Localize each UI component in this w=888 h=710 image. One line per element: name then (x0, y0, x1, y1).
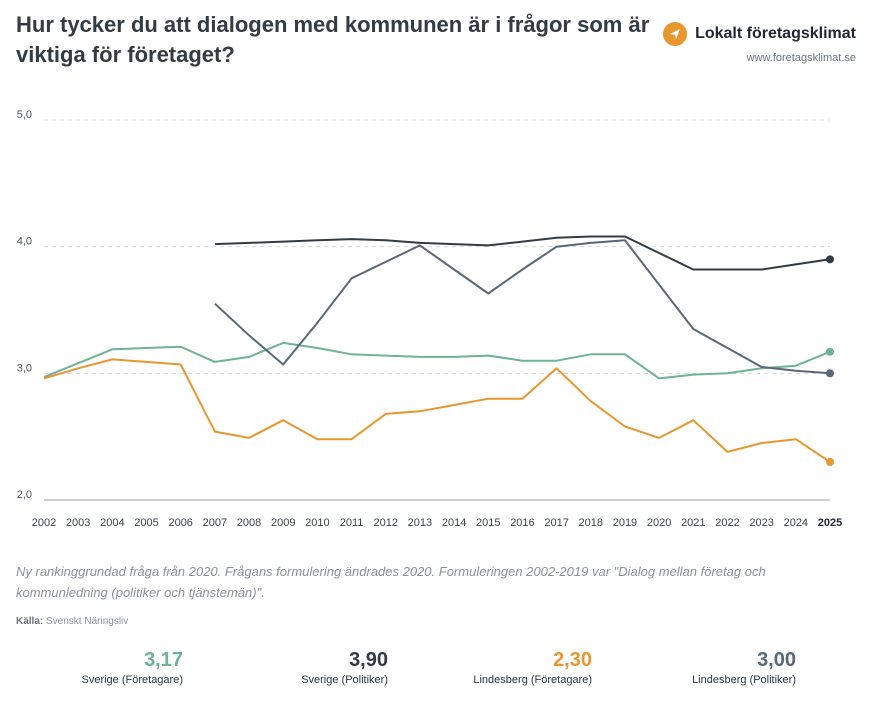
x-tick-label: 2011 (340, 517, 364, 529)
series-line (214, 235, 831, 271)
summary-item-sverige-politiker: 3,90 Sverige (Politiker) (301, 648, 388, 686)
summary-value: 2,30 (553, 649, 592, 671)
x-tick-label: 2023 (749, 517, 773, 529)
x-tick-label: 2009 (271, 517, 295, 529)
series-end-point (826, 255, 834, 264)
x-tick-label: 2025 (818, 517, 842, 529)
x-tick-label: 2012 (373, 517, 397, 529)
series-line (43, 341, 831, 380)
x-tick-label: 2014 (442, 517, 466, 529)
summary-label: Sverige (Företagare) (81, 674, 184, 686)
footnote: Ny rankinggrundad fråga från 2020. Fråga… (16, 564, 766, 600)
source-value: Svenskt Näringsliv (46, 616, 129, 627)
source-label: Källa: (16, 616, 44, 627)
series-end-point (826, 458, 834, 466)
x-tick-label: 2020 (647, 517, 671, 529)
summary-label: Lindesberg (Företagare) (473, 674, 592, 686)
summary-item-lindesberg-politiker: 3,00 Lindesberg (Politiker) (692, 648, 796, 686)
x-tick-label: 2024 (784, 517, 808, 529)
x-tick-label: 2022 (715, 517, 739, 529)
arrow-logo-icon (663, 22, 688, 46)
x-tick-label: 2002 (32, 517, 56, 529)
x-tick-label: 2010 (305, 517, 329, 529)
summary-label: Lindesberg (Politiker) (692, 674, 796, 686)
summary-value: 3,00 (757, 649, 796, 671)
brand-url[interactable]: www.foretagsklimat.se (746, 52, 856, 64)
x-tick-label: 2003 (66, 517, 90, 529)
source: Källa: Svenskt Näringsliv (16, 616, 128, 627)
y-tick-label: 5,0 (17, 109, 32, 121)
line-chart: 5,0 4,0 3,0 2,0 2002 2003 2004 2005 2006 2007 2008… (17, 109, 843, 529)
brand-name: Lokalt företagsklimat (695, 25, 856, 42)
y-tick-label: 3,0 (17, 362, 32, 374)
summary-item-sverige-foretagare: 3,17 Sverige (Företagare) (82, 648, 184, 686)
x-tick-label: 2018 (579, 517, 603, 529)
x-tick-label: 2021 (681, 517, 705, 529)
summary-value: 3,90 (349, 649, 388, 671)
brand[interactable]: Lokalt företagsklimat www.foretagsklimat… (663, 22, 856, 64)
series-end-point (826, 369, 834, 378)
x-tick-label: 2013 (408, 517, 432, 529)
y-tick-label: 4,0 (17, 236, 32, 248)
x-tick-label: 2006 (168, 517, 192, 529)
summary-item-lindesberg-foretagare: 2,30 Lindesberg (Företagare) (473, 648, 592, 686)
x-tick-label: 2005 (134, 517, 158, 529)
series-end-point (826, 347, 834, 356)
series-line (214, 239, 831, 375)
y-tick-label: 2,0 (17, 489, 32, 501)
x-tick-label: 2004 (100, 517, 124, 529)
x-tick-label: 2008 (237, 517, 261, 529)
summary-row: 3,17 Sverige (Företagare) 3,90 Sverige (… (0, 648, 888, 698)
summary-value: 3,17 (144, 649, 183, 671)
x-tick-label: 2007 (203, 517, 227, 529)
x-tick-label: 2015 (476, 517, 500, 529)
x-tick-label: 2017 (544, 517, 568, 529)
x-tick-label: 2019 (613, 517, 637, 529)
x-tick-label: 2016 (510, 517, 534, 529)
series-line (43, 358, 831, 463)
summary-label: Sverige (Politiker) (301, 674, 388, 686)
chart-title: Hur tycker du att dialogen med kommunen … (16, 12, 650, 67)
